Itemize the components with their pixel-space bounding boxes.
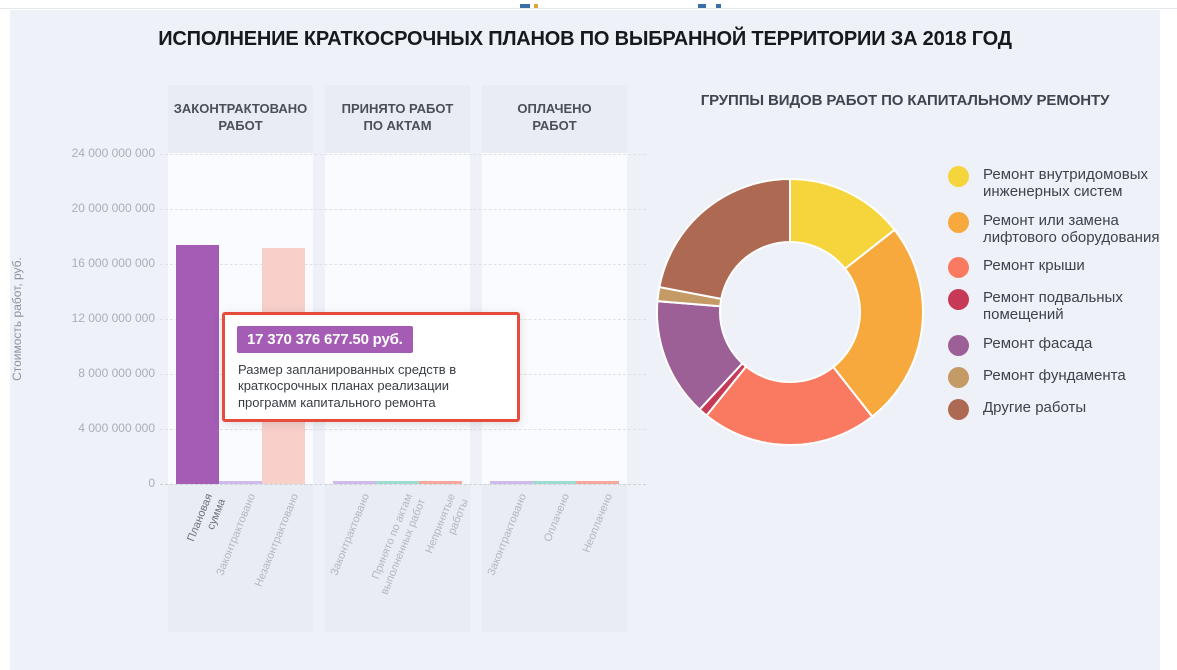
- clipped-text-fragment: [534, 4, 538, 8]
- tooltip-value-badge: 17 370 376 677.50 руб.: [237, 326, 413, 353]
- legend-swatch-icon: [948, 211, 969, 233]
- bar-непринятые-работы[interactable]: [419, 481, 462, 484]
- bar-законтрактовано[interactable]: [219, 481, 262, 484]
- legend-item-2[interactable]: Ремонт или замена лифтового оборудования: [948, 211, 1160, 247]
- bar-оплачено[interactable]: [533, 481, 576, 484]
- y-tick-label: 24 000 000 000: [71, 146, 155, 160]
- legend-item-3[interactable]: Ремонт крыши: [948, 257, 1160, 278]
- bar-неоплачено[interactable]: [576, 481, 619, 484]
- y-axis-title: Стоимость работ, руб.: [10, 257, 24, 381]
- legend-swatch-icon: [948, 398, 969, 420]
- y-tick-label: 20 000 000 000: [71, 201, 155, 215]
- legend-label: Другие работы: [983, 398, 1087, 416]
- legend-item-1[interactable]: Ремонт внутридомовых инженерных систем: [948, 166, 1160, 201]
- bar-законтрактовано[interactable]: [333, 481, 376, 484]
- legend-label: Ремонт подвальных помещений: [983, 289, 1123, 324]
- clipped-text-fragment: [520, 4, 530, 8]
- clipped-text-fragment: [716, 4, 721, 8]
- page-title: ИСПОЛНЕНИЕ КРАТКОСРОЧНЫХ ПЛАНОВ ПО ВЫБРА…: [158, 28, 1012, 50]
- legend-swatch-icon: [948, 289, 969, 310]
- donut-slice-7[interactable]: [658, 177, 791, 301]
- y-tick-label: 0: [148, 476, 155, 490]
- donut-legend: Ремонт внутридомовых инженерных систем Ре…: [948, 166, 1160, 420]
- bar-плановая-сумма[interactable]: [176, 245, 219, 484]
- donut-chart: [656, 177, 924, 446]
- bar-принято-по-актам-выполненных-работ[interactable]: [376, 481, 419, 484]
- gridline: [160, 264, 646, 265]
- y-tick-label: 12 000 000 000: [71, 311, 155, 325]
- legend-label: Ремонт фасада: [983, 334, 1093, 352]
- y-tick-label: 16 000 000 000: [71, 256, 155, 270]
- panel-header: ЗАКОНТРАКТОВАНО РАБОТ: [173, 101, 308, 133]
- clipped-top-text-strip: [0, 0, 1177, 9]
- legend-label: Ремонт внутридомовых инженерных систем: [983, 166, 1149, 201]
- tooltip-description: Размер запланированных средств в краткос…: [238, 362, 457, 410]
- legend-item-5[interactable]: Ремонт фасада: [948, 334, 1160, 356]
- legend-item-6[interactable]: Ремонт фундамента: [948, 366, 1160, 388]
- legend-swatch-icon: [948, 334, 969, 356]
- chart-panel-3: ОПЛАЧЕНО РАБОТ: [482, 85, 627, 632]
- y-tick-label: 4 000 000 000: [78, 421, 155, 435]
- gridline: [160, 154, 646, 155]
- panel-header: ПРИНЯТО РАБОТ ПО АКТАМ: [341, 101, 454, 133]
- legend-swatch-icon: [948, 257, 969, 278]
- legend-label: Ремонт фундамента: [983, 366, 1126, 384]
- legend-item-7[interactable]: Другие работы: [948, 398, 1160, 420]
- panel-header: ОПЛАЧЕНО РАБОТ: [517, 101, 592, 133]
- legend-label: Ремонт крыши: [983, 257, 1085, 274]
- bar-tooltip: 17 370 376 677.50 руб. Размер запланиров…: [222, 312, 520, 422]
- gridline: [160, 429, 646, 430]
- bar-законтрактовано[interactable]: [490, 481, 533, 484]
- gridline: [160, 209, 646, 210]
- legend-swatch-icon: [948, 166, 969, 187]
- donut-slice-2[interactable]: [831, 228, 924, 418]
- donut-chart-title: ГРУППЫ ВИДОВ РАБОТ ПО КАПИТАЛЬНОМУ РЕМОН…: [700, 92, 1110, 109]
- legend-swatch-icon: [948, 366, 969, 388]
- y-tick-label: 8 000 000 000: [78, 366, 155, 380]
- legend-item-4[interactable]: Ремонт подвальных помещений: [948, 289, 1160, 324]
- clipped-text-fragment: [698, 4, 706, 8]
- donut-slice-3[interactable]: [705, 365, 874, 446]
- gridline: [160, 484, 646, 485]
- legend-label: Ремонт или замена лифтового оборудования: [983, 211, 1160, 246]
